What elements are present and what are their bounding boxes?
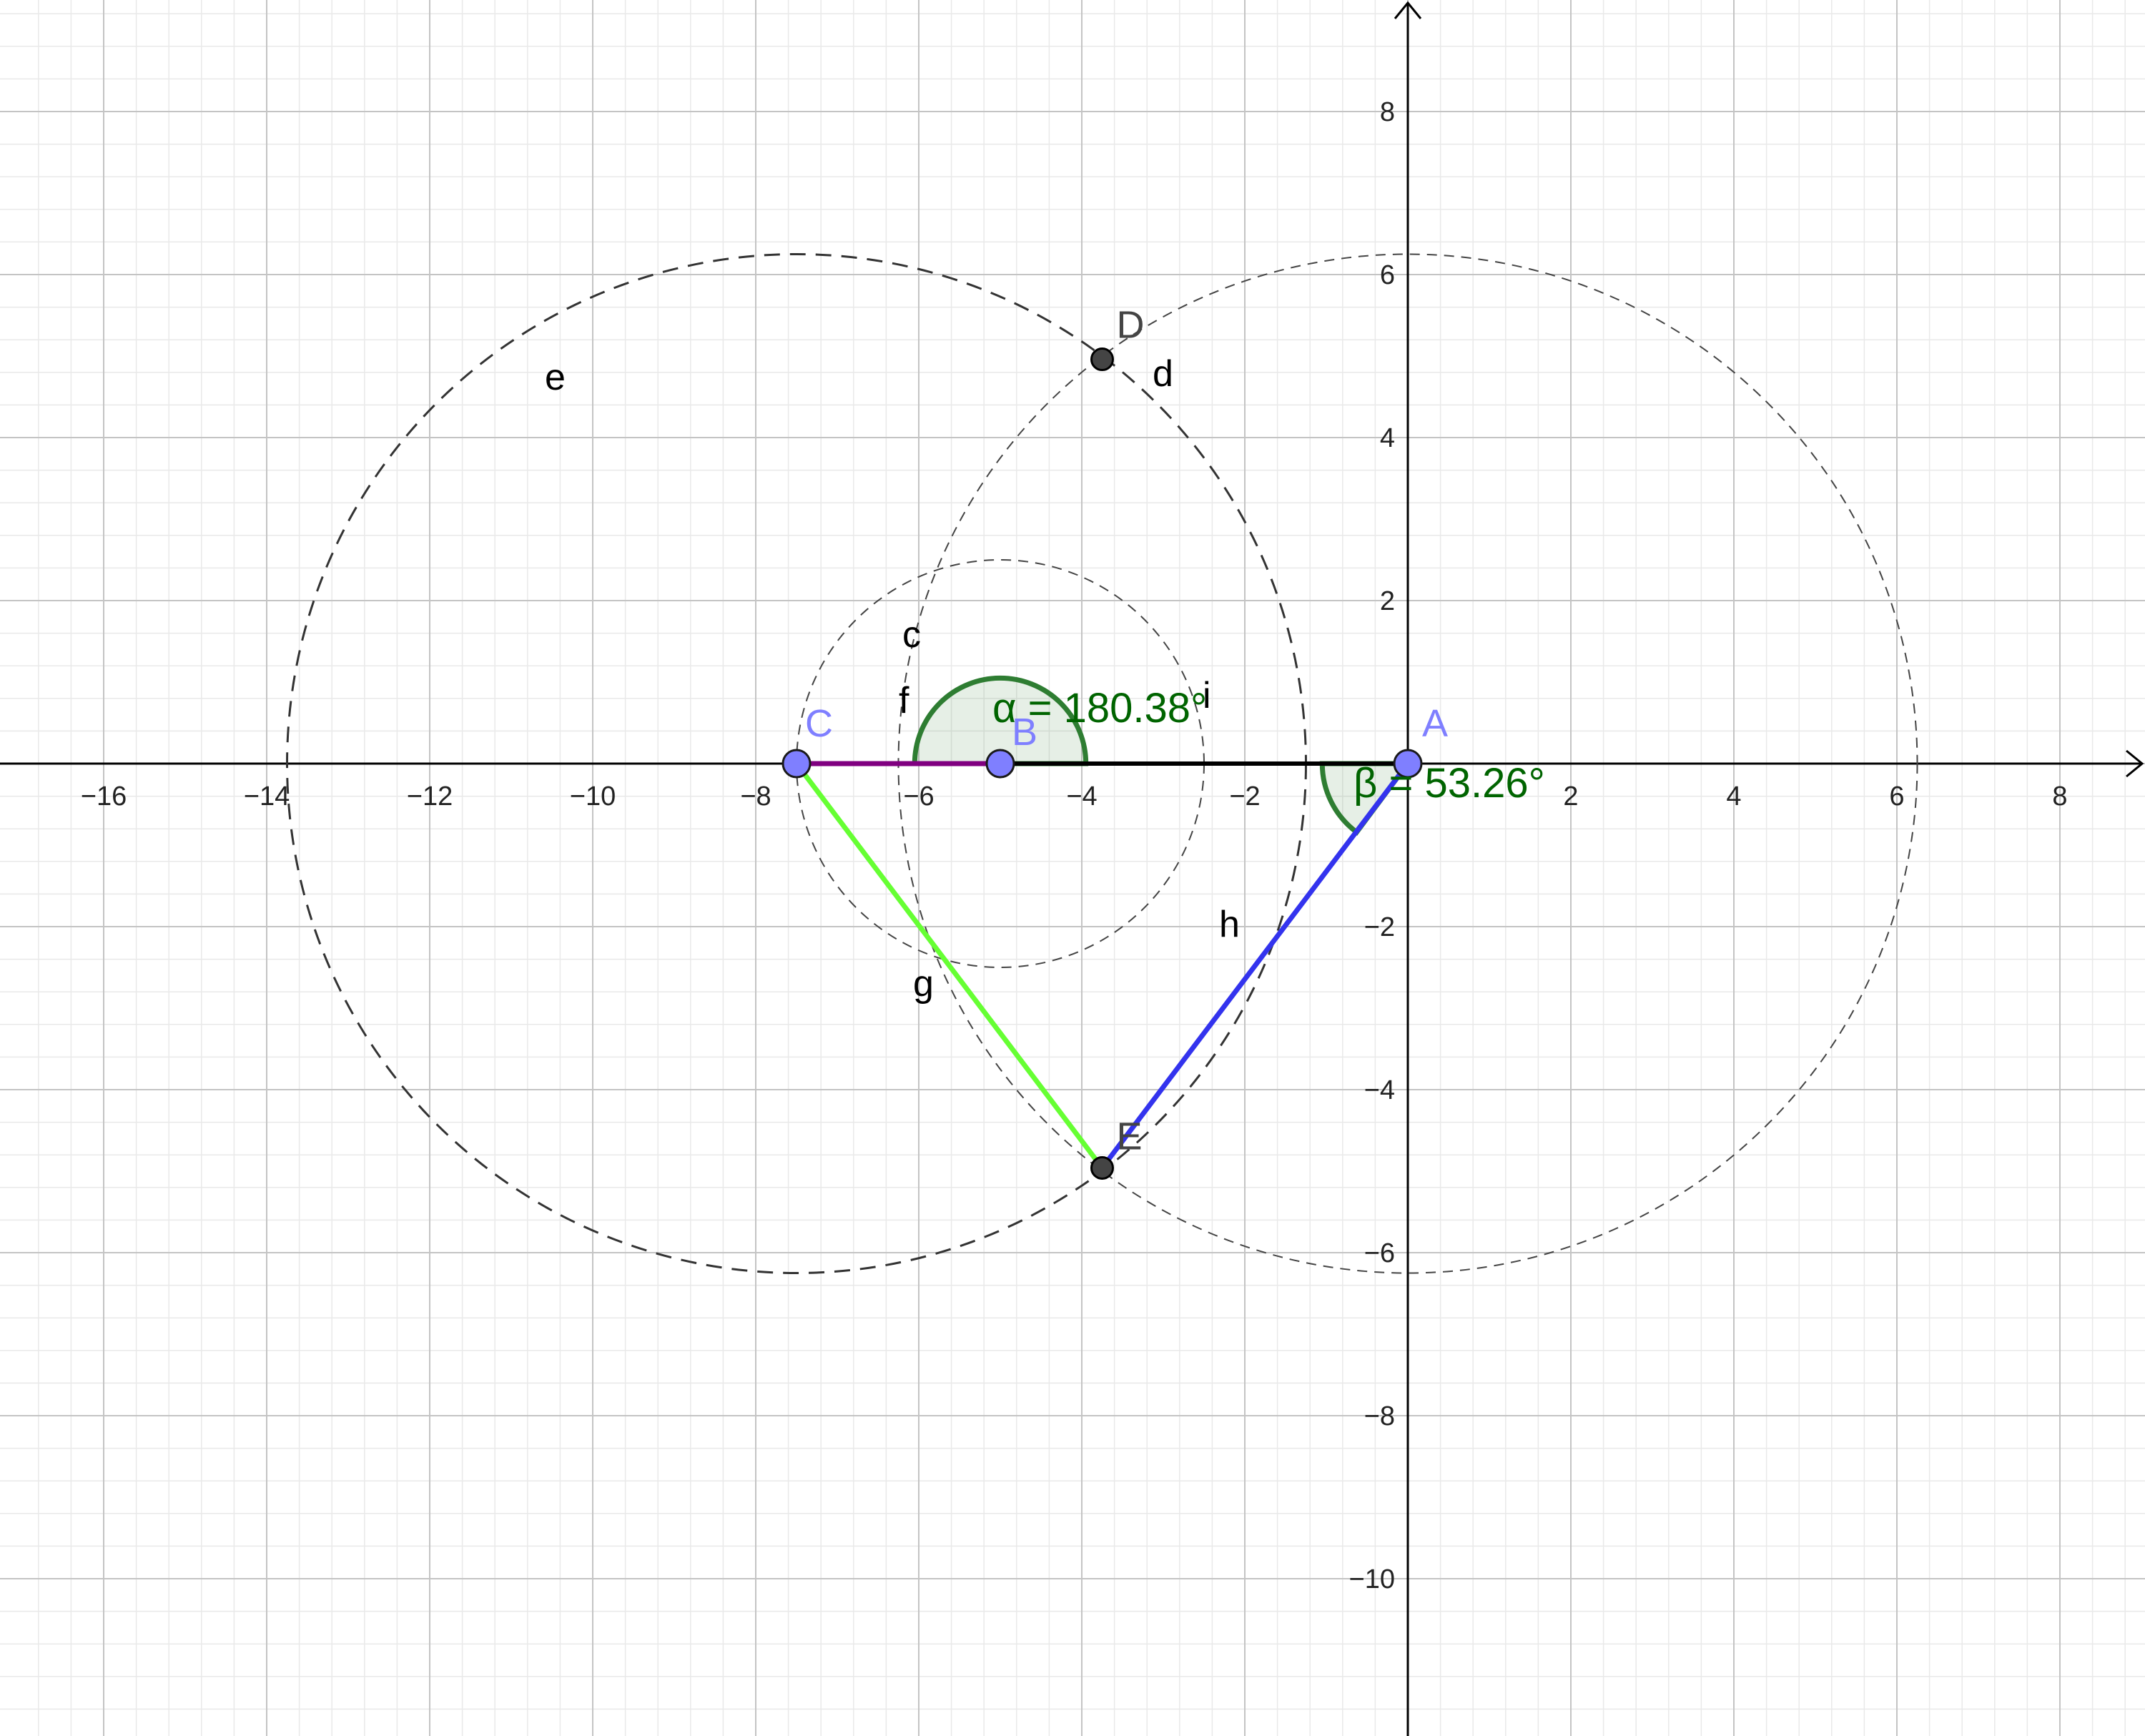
point-e[interactable] (1090, 1155, 1114, 1180)
y-tick-label: −8 (1364, 1401, 1395, 1431)
segment-g[interactable] (794, 761, 1105, 1170)
y-tick-label: −6 (1364, 1238, 1395, 1268)
x-tick-label: −14 (244, 781, 290, 812)
x-tick-label: 6 (1889, 781, 1904, 812)
circle-label-e: e (545, 357, 566, 398)
segment-h[interactable] (1100, 761, 1410, 1170)
x-tick-label: −16 (81, 781, 127, 812)
angle-label-beta: β = 53.26° (1353, 760, 1545, 807)
point-label-b: B (1012, 711, 1037, 754)
point-a[interactable] (1393, 749, 1423, 779)
segment-label-f: f (899, 680, 909, 721)
x-tick-label: −10 (570, 781, 616, 812)
point-b[interactable] (985, 749, 1015, 779)
segment-label-h: h (1219, 904, 1240, 945)
point-d[interactable] (1090, 347, 1114, 372)
angle-label-alpha: α = 180.38° (992, 685, 1207, 731)
x-tick-label: −4 (1066, 781, 1097, 812)
point-c[interactable] (781, 749, 812, 779)
circle-label-c: c (902, 614, 921, 656)
angle-markers (912, 675, 1413, 836)
x-tick-label: −8 (740, 781, 771, 812)
y-tick-label: 6 (1380, 260, 1395, 290)
x-tick-label: −12 (407, 781, 453, 812)
y-tick-label: 2 (1380, 586, 1395, 616)
point-label-c: C (805, 702, 833, 745)
segments (794, 761, 1410, 1170)
point-label-d: D (1117, 304, 1145, 347)
y-tick-label: −10 (1349, 1564, 1395, 1594)
y-axis-arrow (1394, 1, 1422, 19)
x-tick-label: −6 (903, 781, 934, 812)
points (781, 347, 1423, 1180)
x-tick-label: 2 (1563, 781, 1578, 812)
y-tick-label: −2 (1364, 912, 1395, 942)
x-axis-arrow (2126, 749, 2144, 778)
x-tick-labels: −16 −14 −12 −10 −8 −6 −4 −2 2 4 6 8 (81, 781, 2068, 812)
x-tick-label: 4 (1726, 781, 1741, 812)
point-label-a: A (1422, 702, 1448, 745)
x-tick-label: 8 (2052, 781, 2067, 812)
angle-alpha-arc[interactable] (912, 675, 1089, 766)
segment-label-g: g (913, 963, 934, 1005)
angle-beta-arc[interactable] (1319, 761, 1413, 836)
y-tick-labels: 8 6 4 2 −2 −4 −6 −8 −10 (1349, 97, 1395, 1594)
object-labels: A B C D E c d e f g h i α = 180.38° β = … (545, 304, 1545, 1158)
x-tick-label: −2 (1229, 781, 1260, 812)
circle-label-d: d (1153, 353, 1173, 395)
point-label-e: E (1117, 1115, 1143, 1158)
y-tick-label: 4 (1380, 423, 1395, 453)
y-tick-label: −4 (1364, 1075, 1395, 1105)
segment-label-i: i (1203, 675, 1211, 716)
y-tick-label: 8 (1380, 97, 1395, 127)
